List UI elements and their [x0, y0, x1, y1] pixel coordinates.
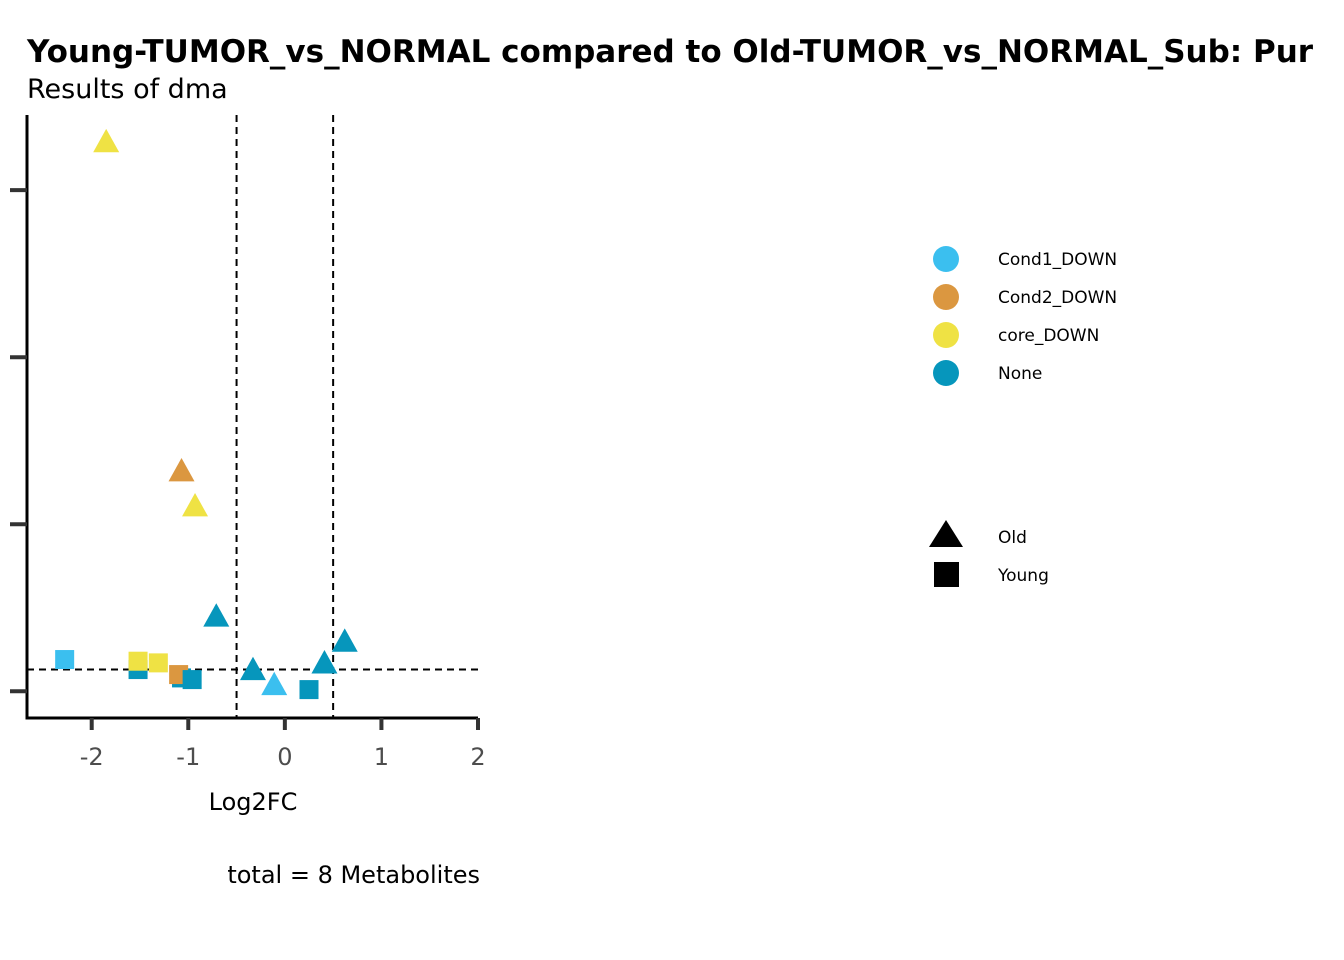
x-tick-label-2: 0 — [277, 743, 292, 771]
chart-title: Young-TUMOR_vs_NORMAL compared to Old-TU… — [26, 34, 1314, 70]
legend-shape-key-0 — [929, 520, 963, 547]
x-tick-label-4: 2 — [470, 743, 485, 771]
data-point-11 — [148, 653, 168, 673]
legend-color-key-1 — [933, 284, 959, 310]
x-tick-label-0: -2 — [80, 743, 104, 771]
data-point-4 — [239, 656, 266, 681]
chart-caption: total = 8 Metabolites — [227, 861, 480, 889]
legend-color-label-1: Cond2_DOWN — [998, 288, 1117, 308]
legend-color-label-2: core_DOWN — [998, 326, 1099, 346]
legend-color-label-3: None — [998, 364, 1042, 384]
axes: -2 -1 0 1 2 — [10, 115, 486, 771]
chart-subtitle: Results of dma — [27, 74, 228, 105]
data-point-8 — [55, 650, 75, 670]
data-point-2 — [182, 493, 209, 517]
legend-color-key-3 — [933, 360, 959, 386]
data-point-14 — [182, 670, 202, 690]
x-axis-title: Log2FC — [209, 788, 298, 816]
legend-shape-key-1 — [934, 562, 959, 587]
data-point-10 — [128, 651, 148, 671]
data-point-5 — [261, 671, 288, 696]
x-tick-label-3: 1 — [374, 743, 389, 771]
data-point-0 — [93, 128, 120, 153]
legend-color-key-2 — [933, 322, 959, 348]
data-point-6 — [311, 650, 338, 674]
plot-area — [27, 115, 478, 718]
x-tick-label-1: -1 — [176, 743, 200, 771]
data-point-3 — [203, 603, 230, 627]
legend-shape-label-0: Old — [998, 528, 1027, 548]
legend-color-label-0: Cond1_DOWN — [998, 250, 1117, 270]
legend-shape-label-1: Young — [997, 566, 1049, 586]
data-point-7 — [331, 628, 358, 652]
legend: Cond1_DOWN Cond2_DOWN core_DOWN None Old Youn… — [929, 246, 1117, 587]
data-point-15 — [299, 680, 319, 700]
legend-color-key-0 — [933, 246, 959, 272]
data-point-1 — [168, 457, 195, 482]
